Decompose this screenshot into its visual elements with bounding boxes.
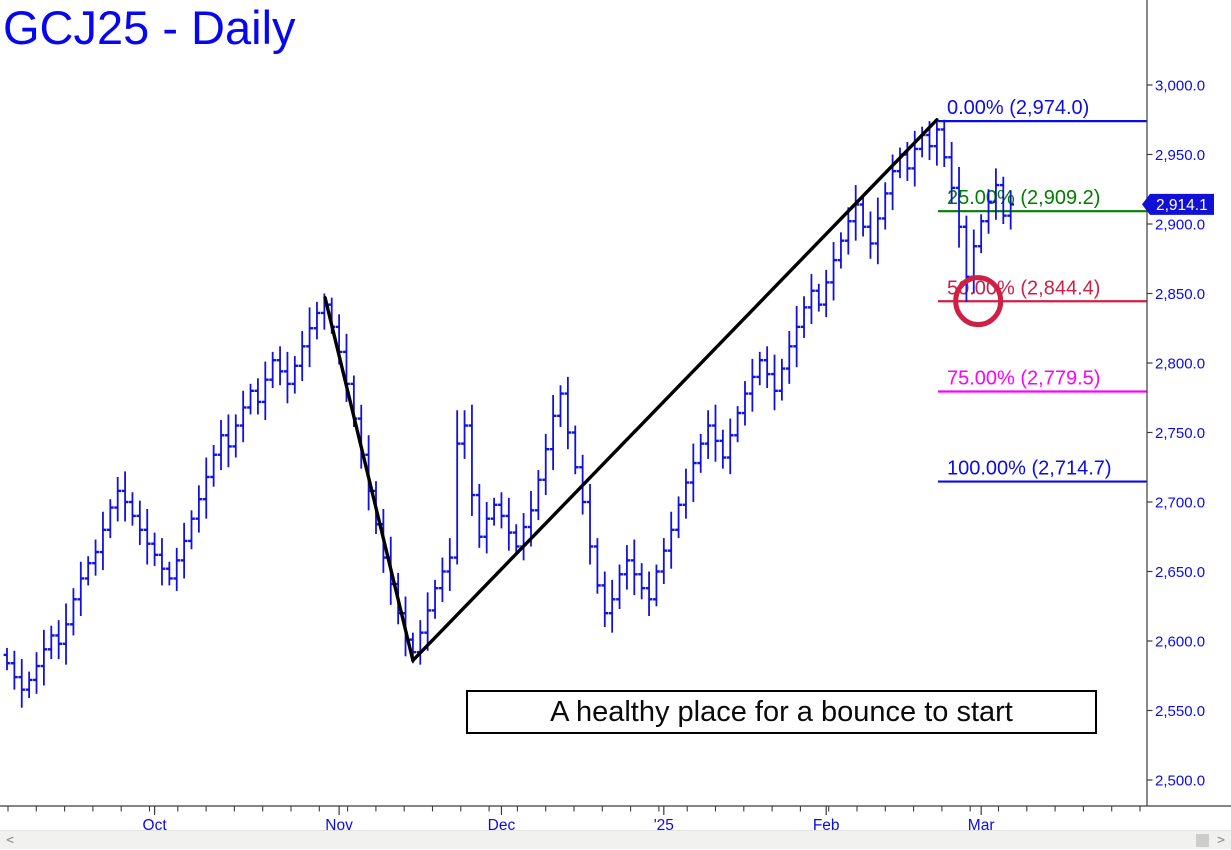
chart-title: GCJ25 - Daily [3,1,296,54]
month-label: Oct [143,817,168,830]
horizontal-scrollbar[interactable]: < > [0,830,1231,849]
y-tick-label: 2,500.0 [1155,773,1205,790]
annotation-text-box[interactable]: A healthy place for a bounce to start [466,690,1097,734]
month-label: '25 [654,817,674,830]
y-tick-label: 3,000.0 [1155,78,1205,95]
y-tick-label: 2,700.0 [1155,495,1205,512]
month-label: Feb [813,817,840,830]
y-tick-label: 2,800.0 [1155,356,1205,373]
highlight-circle[interactable] [953,275,1004,328]
y-tick-label: 2,600.0 [1155,634,1205,651]
ohlc-bars [3,119,1015,708]
annotation-label: A healthy place for a bounce to start [550,695,1013,728]
axes: 3,000.0 2,950.0 2,900.0 2,850.0 2,800.0 2,750… [0,0,1231,830]
fib-label: 100.00% (2,714.7) [947,458,1112,480]
scroll-left-icon[interactable]: < [6,833,14,848]
scrollbar-thumb[interactable] [1196,834,1209,847]
price-badge-shape [1142,193,1214,215]
month-label: Mar [968,817,995,830]
fib-label: 50.00% (2,844.4) [947,277,1100,299]
scroll-right-icon[interactable]: > [1217,833,1225,848]
month-label: Dec [488,817,516,830]
y-tick-label: 2,750.0 [1155,425,1205,442]
y-tick-label: 2,650.0 [1155,564,1205,581]
y-tick-label: 2,950.0 [1155,147,1205,164]
y-tick-label: 2,850.0 [1155,286,1205,303]
price-chart-surface[interactable]: 0.00% (2,974.0) 25.00% (2,909.2) 50.00% (2… [0,0,1231,830]
month-label: Nov [325,817,353,830]
price-badge-label: 2,914.1 [1156,197,1208,214]
y-tick-label: 2,550.0 [1155,703,1205,720]
fib-label: 0.00% (2,974.0) [947,97,1089,119]
trendline[interactable] [323,295,415,663]
fib-retracement[interactable]: 0.00% (2,974.0) 25.00% (2,909.2) 50.00% (2… [938,97,1147,483]
fib-label: 75.00% (2,779.5) [947,367,1100,389]
price-badge: 2,914.1 [1142,193,1214,215]
y-tick-label: 2,900.0 [1155,217,1205,234]
trendline[interactable] [411,118,939,663]
fib-label: 25.00% (2,909.2) [947,187,1100,209]
